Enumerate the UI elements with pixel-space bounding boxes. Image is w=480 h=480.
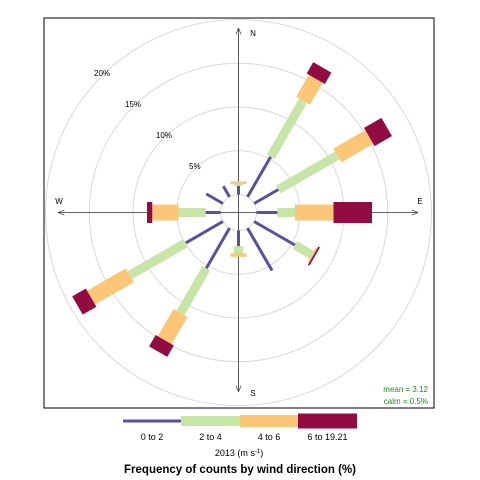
compass-s-label: S [250, 389, 255, 398]
bar-segment [307, 247, 318, 263]
legend-label: 4 to 6 [258, 432, 281, 442]
bar-segment [185, 220, 224, 245]
bar-segment [176, 266, 211, 316]
bar-segment [307, 246, 320, 266]
ring-label: 10% [156, 131, 172, 140]
bar-segment [333, 130, 374, 163]
bar-segment [157, 308, 188, 345]
legend-label: 2 to 4 [199, 432, 222, 442]
direction-120 [253, 220, 320, 266]
calm-label: calm = 0.5% [384, 397, 428, 406]
wind-bars [72, 62, 392, 357]
compass-n-label: N [250, 29, 256, 38]
direction-60 [253, 117, 392, 205]
direction-300 [205, 192, 224, 205]
compass-e-label: E [417, 197, 422, 206]
ring-label: 20% [94, 69, 110, 78]
grid-ring [45, 19, 432, 406]
bar-segment [127, 239, 189, 280]
compass-w-label: W [55, 197, 63, 206]
bar-segment [253, 220, 296, 247]
bar-segment [296, 74, 323, 105]
bar-segment [364, 117, 392, 147]
bar-segment [292, 241, 314, 259]
legend-caption: 2013 (m s-1) [215, 448, 263, 458]
bar-segment [222, 185, 231, 198]
bar-segment [87, 268, 134, 305]
bar-segment [276, 151, 340, 194]
bar-segment [253, 188, 280, 205]
direction-30 [246, 62, 332, 198]
chart-title: Frequency of counts by wind direction (%… [124, 464, 356, 476]
mean-label: mean = 3.12 [383, 385, 428, 394]
legend-label: 0 to 2 [141, 432, 164, 442]
legend-label: 6 to 19.21 [307, 432, 347, 442]
direction-150 [246, 227, 274, 272]
bar-segment [149, 334, 174, 357]
ring-label: 5% [189, 162, 201, 171]
bar-segment [205, 227, 231, 270]
bar-segment [72, 288, 97, 315]
bar-segment [205, 192, 224, 205]
bar-segment [306, 62, 332, 84]
legend: 0 to 2 2 to 4 4 to 6 6 to 19.21 [123, 413, 357, 442]
direction-240 [72, 220, 224, 315]
bar-segment [246, 227, 274, 272]
direction-210 [149, 227, 231, 357]
bar-segment [266, 98, 307, 159]
bar-segment [246, 155, 272, 198]
ring-label: 15% [125, 100, 141, 109]
direction-330 [222, 185, 231, 198]
